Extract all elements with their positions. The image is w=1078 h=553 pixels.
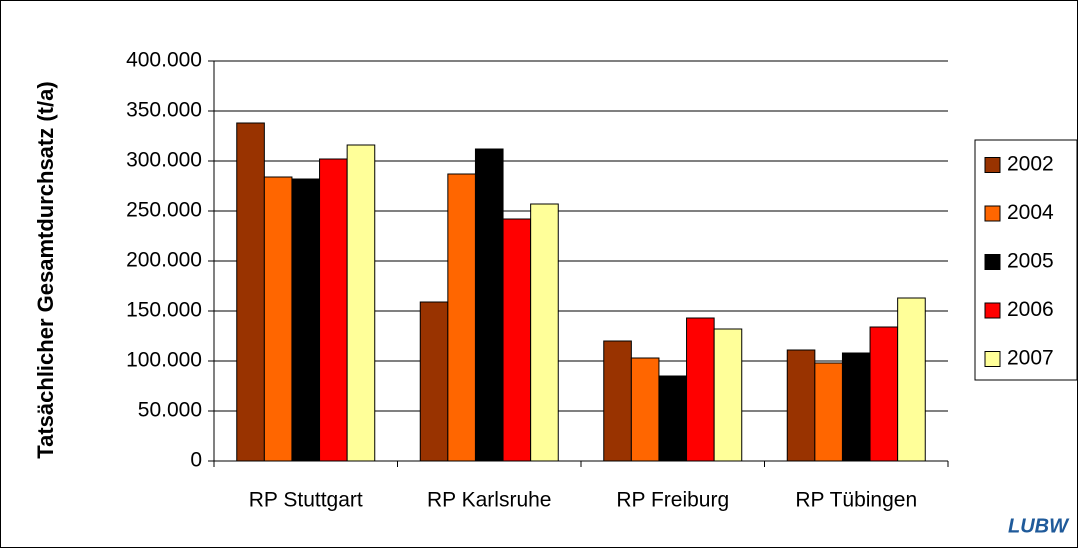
bar (786, 349, 816, 462)
y-tick-label: 250.000 (126, 199, 202, 222)
legend-label: 2005 (1007, 250, 1054, 273)
legend-swatch (984, 254, 1001, 270)
legend-swatch (984, 351, 1001, 367)
bar (263, 176, 293, 462)
logo: LUBW (1008, 515, 1070, 537)
x-tick-label: RP Stuttgart (249, 489, 363, 512)
y-axis-label: Tatsächlicher Gesamtdurchsatz (t/a) (33, 81, 58, 458)
legend-swatch (984, 157, 1001, 173)
bar (530, 203, 559, 462)
bar (319, 158, 348, 462)
bar (474, 148, 504, 462)
bar (686, 317, 715, 462)
y-tick-label: 300.000 (126, 149, 202, 172)
legend-label: 2007 (1007, 347, 1054, 370)
bar (603, 340, 632, 462)
x-tick-label: RP Tübingen (795, 489, 917, 512)
legend-label: 2002 (1007, 153, 1054, 176)
bar (291, 178, 321, 462)
bar (630, 357, 660, 462)
legend-swatch (984, 302, 1001, 319)
bar (236, 122, 265, 462)
legend-label: 2004 (1007, 201, 1054, 224)
y-tick-label: 50.000 (138, 399, 202, 422)
y-tick-label: 200.000 (126, 249, 202, 272)
y-tick-label: 150.000 (126, 299, 202, 322)
bar (814, 362, 843, 462)
bar (346, 144, 376, 462)
bar (502, 218, 532, 462)
bar (869, 326, 899, 462)
y-tick-label: 350.000 (126, 99, 202, 122)
legend-label: 2006 (1007, 298, 1054, 321)
bar (897, 297, 926, 462)
bar (841, 352, 871, 462)
bar (447, 173, 476, 462)
bar (419, 301, 449, 462)
legend-swatch (984, 205, 1001, 222)
y-tick-label: 400.000 (126, 49, 202, 72)
y-tick-label: 0 (190, 449, 202, 472)
y-tick-label: 100.000 (126, 349, 202, 372)
x-tick-label: RP Freiburg (616, 489, 729, 512)
x-tick-label: RP Karlsruhe (427, 489, 552, 512)
bar (658, 375, 688, 462)
bar (713, 328, 743, 462)
